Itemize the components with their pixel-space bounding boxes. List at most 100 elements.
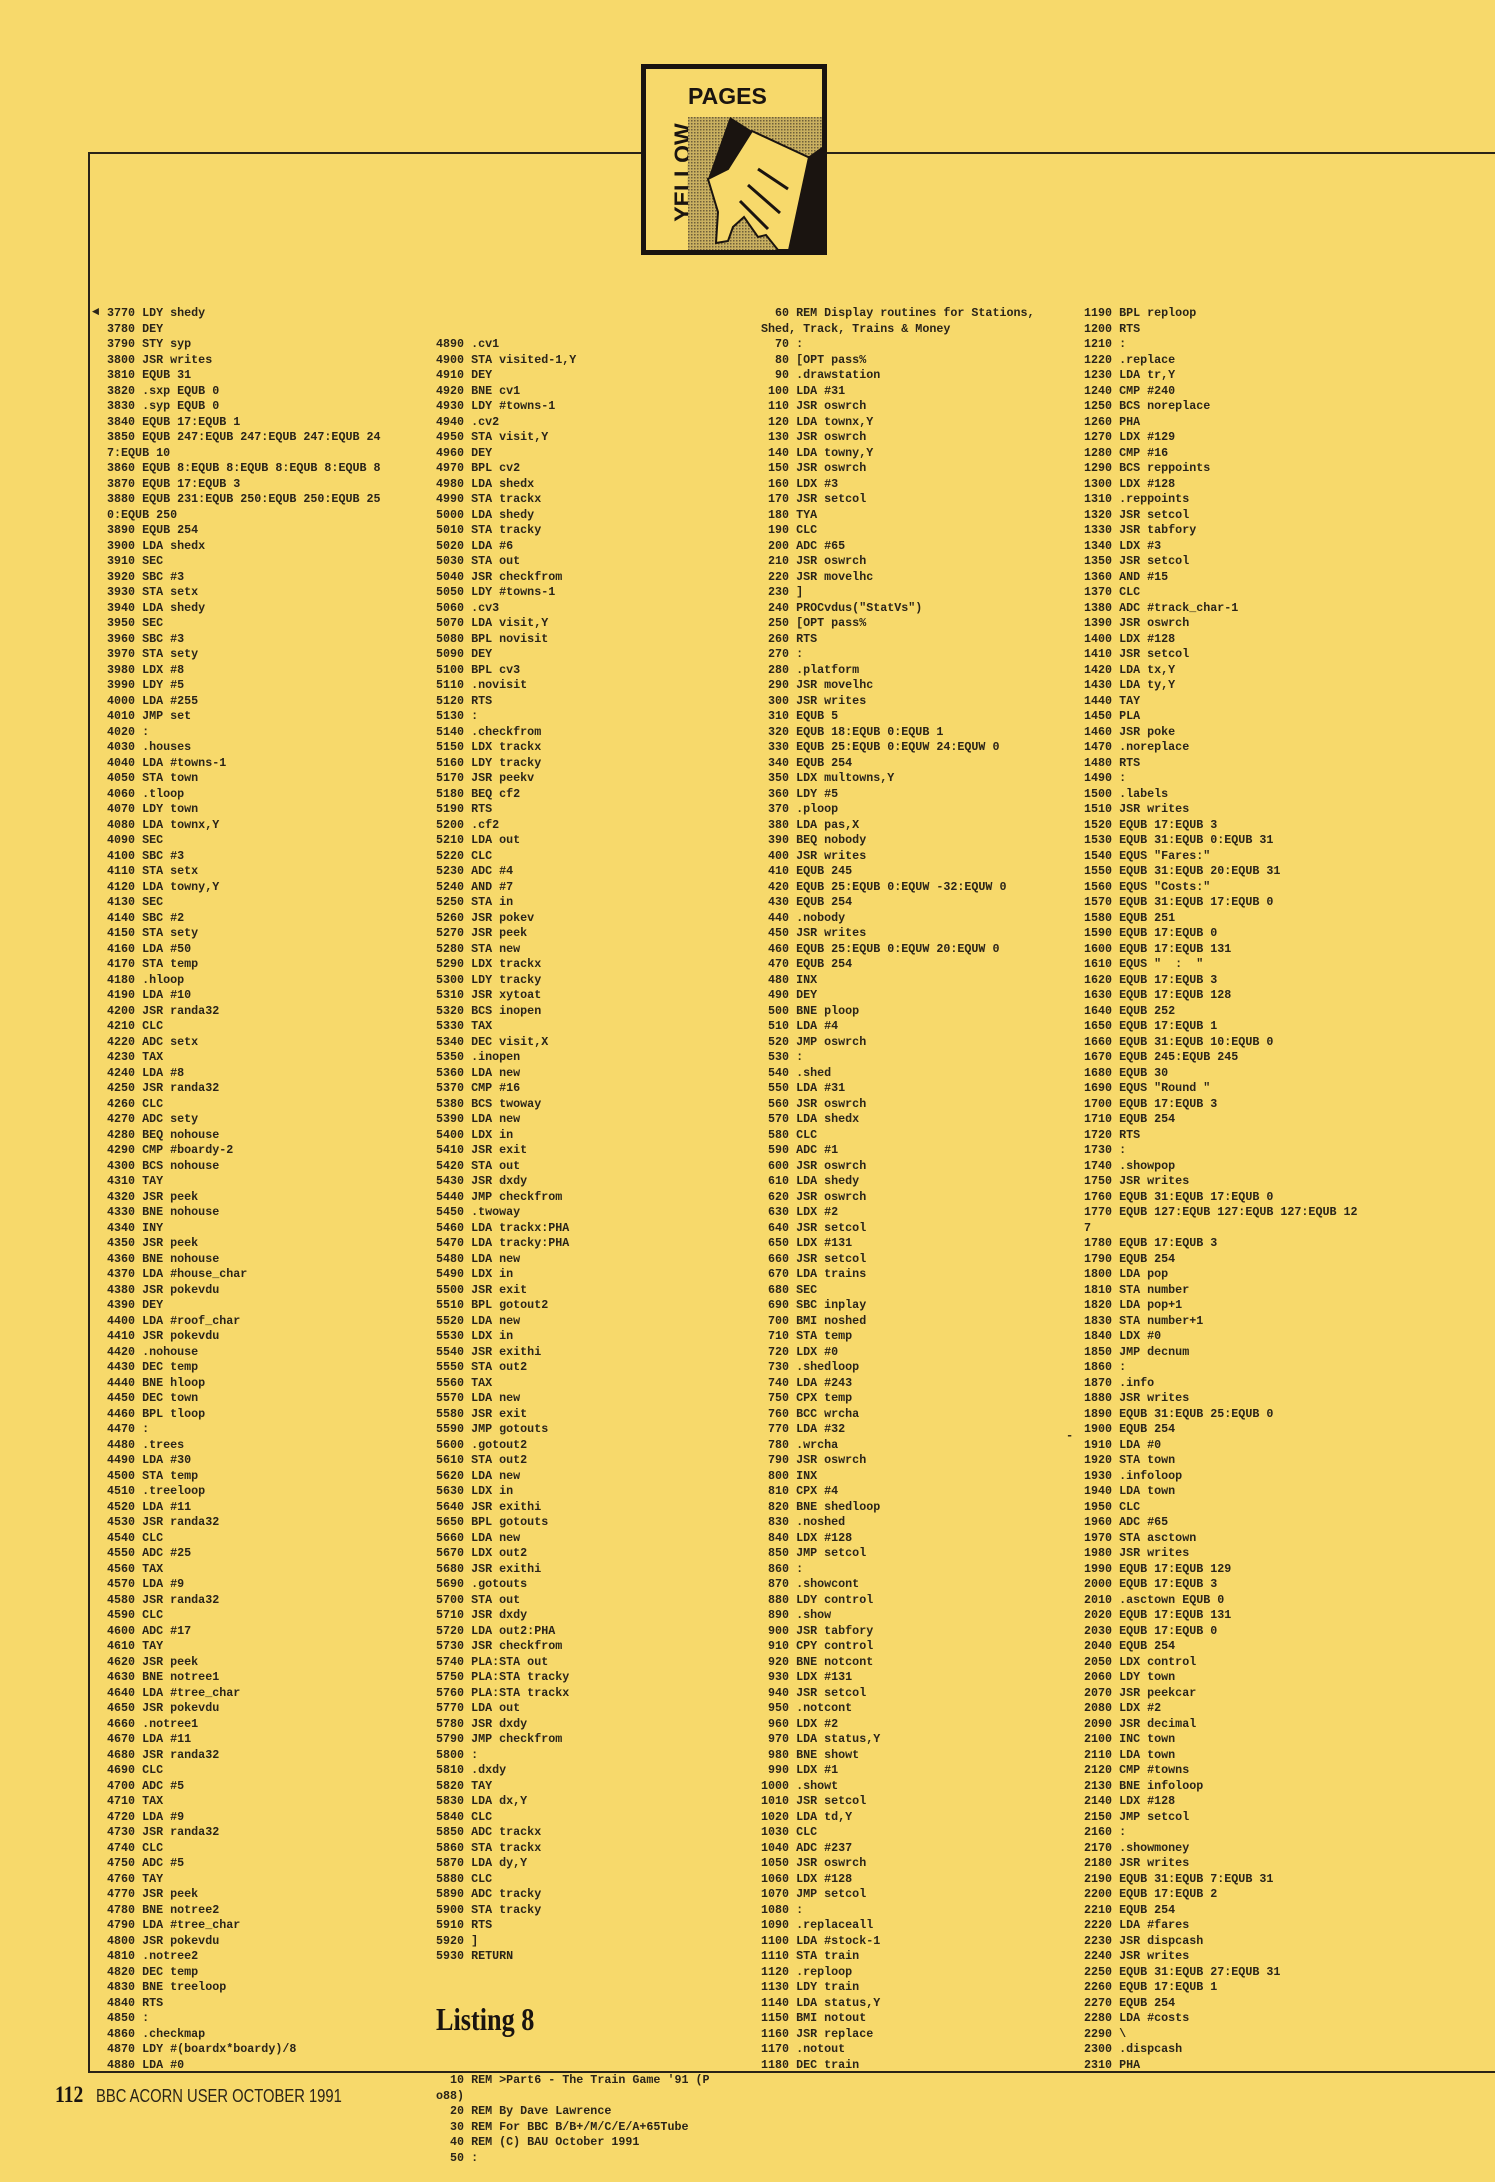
- code-line: 970 LDA status,Y: [761, 1732, 881, 1746]
- code-line: 1330 JSR tabfory: [1084, 523, 1197, 537]
- code-line: 5790 JMP checkfrom: [436, 1732, 563, 1746]
- code-line: 530 :: [761, 1050, 804, 1064]
- page-footer: 112 BBC ACORN USER OCTOBER 1991: [55, 2082, 396, 2108]
- code-line: 830 .noshed: [761, 1515, 846, 1529]
- code-line: 1930 .infoloop: [1084, 1468, 1183, 1483]
- code-line: 5620 LDA new: [436, 1468, 521, 1483]
- code-line: 3900 LDA shedx: [107, 538, 206, 553]
- hand-icon: [688, 117, 822, 250]
- code-line: 1060 LDX #128: [761, 1871, 853, 1886]
- code-line: 1440 TAY: [1084, 693, 1141, 708]
- code-line: 1790 EQUB 254: [1084, 1251, 1176, 1266]
- code-line: 5710 JSR dxdy: [436, 1608, 528, 1622]
- code-line: 4460 BPL tloop: [107, 1406, 206, 1421]
- code-line: 810 CPX #4: [761, 1484, 839, 1498]
- code-line: 4730 JSR randa32: [107, 1825, 220, 1839]
- code-line: 5870 LDA dy,Y: [436, 1856, 528, 1870]
- code-line: 1880 JSR writes: [1084, 1391, 1190, 1405]
- code-line: 1220 .replace: [1084, 352, 1176, 367]
- code-line: 4140 SBC #2: [107, 910, 185, 925]
- code-line: 60 REM Display routines for Stations,: [761, 306, 1035, 320]
- code-line: 5220 CLC: [436, 848, 493, 863]
- code-line: 370 .ploop: [761, 802, 839, 816]
- code-line: 5880 CLC: [436, 1871, 493, 1886]
- code-line: 5500 JSR exit: [436, 1282, 528, 1297]
- code-line: 90 .drawstation: [761, 368, 881, 382]
- code-line: 4200 JSR randa32: [107, 1003, 220, 1018]
- code-line: 1670 EQUB 245:EQUB 245: [1084, 1050, 1239, 1064]
- code-line: 2170 .showmoney: [1084, 1840, 1190, 1855]
- code-line: 1340 LDX #3: [1084, 538, 1162, 553]
- code-line: 430 EQUB 254: [761, 895, 853, 909]
- code-line: 1150 BMI notout: [761, 2011, 867, 2025]
- code-line: 1980 JSR writes: [1084, 1546, 1190, 1560]
- code-line: 5730 JSR checkfrom: [436, 1639, 563, 1653]
- code-line: 5150 LDX trackx: [436, 740, 542, 754]
- code-line: 1720 RTS: [1084, 1127, 1141, 1142]
- code-line: 500 BNE ploop: [761, 1003, 860, 1018]
- code-line: 5360 LDA new: [436, 1065, 521, 1080]
- code-line: 3840 EQUB 17:EQUB 1: [107, 414, 241, 429]
- code-line: 1300 LDX #128: [1084, 476, 1176, 491]
- code-line: 5060 .cv3: [436, 600, 500, 615]
- code-line: 410 EQUB 245: [761, 864, 853, 878]
- code-line: 190 CLC: [761, 523, 818, 537]
- code-line: 1690 EQUS "Round ": [1084, 1081, 1211, 1095]
- code-line: 1030 CLC: [761, 1825, 818, 1839]
- code-line: 3780 DEY: [107, 321, 164, 336]
- code-line: 4020 :: [107, 724, 150, 739]
- code-line: 5720 LDA out2:PHA: [436, 1623, 556, 1638]
- code-line: 5630 LDX in: [436, 1484, 514, 1498]
- code-line: 5330 TAX: [436, 1019, 493, 1033]
- code-line: 1920 STA town: [1084, 1453, 1176, 1467]
- code-line: 4530 JSR randa32: [107, 1515, 220, 1529]
- code-line: 2300 .dispcash: [1084, 2042, 1183, 2056]
- code-line: 5210 LDA out: [436, 833, 521, 847]
- code-line: 5650 BPL gotouts: [436, 1515, 549, 1529]
- code-line: 5270 JSR peek: [436, 926, 528, 940]
- code-line: 3910 SEC: [107, 554, 164, 568]
- code-line: 1620 EQUB 17:EQUB 3: [1084, 972, 1218, 987]
- code-line: 2240 JSR writes: [1084, 1949, 1190, 1963]
- code-line: 5190 RTS: [436, 802, 493, 816]
- code-line: 5890 ADC tracky: [436, 1887, 542, 1901]
- code-line: Shed, Track, Trains & Money: [761, 321, 951, 336]
- code-line: 520 JMP oswrch: [761, 1034, 867, 1049]
- code-line: 5400 LDX in: [436, 1127, 514, 1142]
- code-line: 220 JSR movelhc: [761, 569, 874, 584]
- code-line: 5290 LDX trackx: [436, 957, 542, 971]
- code-line: 4300 BCS nohouse: [107, 1158, 220, 1173]
- code-line: 1900 EQUB 254: [1084, 1422, 1176, 1436]
- code-line: 0:EQUB 250: [107, 507, 178, 522]
- code-line: 1780 EQUB 17:EQUB 3: [1084, 1236, 1218, 1250]
- code-line: 5680 JSR exithi: [436, 1561, 542, 1576]
- code-line: 1000 .showt: [761, 1778, 839, 1793]
- code-line: 820 BNE shedloop: [761, 1499, 881, 1514]
- code-line: 1420 LDA tx,Y: [1084, 662, 1176, 677]
- frame-left-rule: [88, 152, 90, 2073]
- code-line: 4050 STA town: [107, 771, 199, 785]
- code-line: 5110 .novisit: [436, 678, 528, 692]
- code-line: 4240 LDA #8: [107, 1065, 185, 1080]
- code-line: 4370 LDA #house_char: [107, 1267, 248, 1281]
- code-line: 1960 ADC #65: [1084, 1515, 1169, 1529]
- code-line: 2190 EQUB 31:EQUB 7:EQUB 31: [1084, 1871, 1274, 1886]
- code-line: 2030 EQUB 17:EQUB 0: [1084, 1623, 1218, 1638]
- code-line: 4080 LDA townx,Y: [107, 817, 220, 832]
- code-line: 1210 :: [1084, 337, 1127, 351]
- code-line: 3940 LDA shedy: [107, 600, 206, 615]
- code-line: 1470 .noreplace: [1084, 740, 1190, 754]
- code-line: 310 EQUB 5: [761, 709, 839, 723]
- code-line: 570 LDA shedx: [761, 1112, 860, 1126]
- code-line: 5170 JSR peekv: [436, 771, 535, 785]
- code-line: 150 JSR oswrch: [761, 461, 867, 475]
- code-line: 1730 :: [1084, 1143, 1127, 1157]
- code-line: 360 LDY #5: [761, 786, 839, 801]
- code-line: 1660 EQUB 31:EQUB 10:EQUB 0: [1084, 1034, 1274, 1049]
- code-line: 1270 LDX #129: [1084, 430, 1176, 444]
- code-line: 4740 CLC: [107, 1840, 164, 1855]
- code-line: 1510 JSR writes: [1084, 802, 1190, 816]
- code-line: 20 REM By Dave Lawrence: [436, 2104, 612, 2118]
- code-line: 5930 RETURN: [436, 1949, 514, 1963]
- publication-line: BBC ACORN USER OCTOBER 1991: [95, 2086, 342, 2106]
